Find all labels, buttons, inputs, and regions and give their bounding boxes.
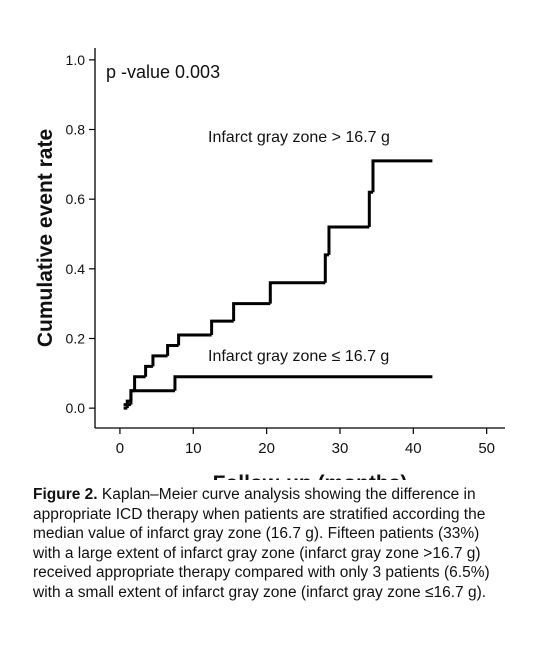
step-line bbox=[371, 159, 433, 193]
x-tick-label: 20 bbox=[258, 440, 275, 457]
step-line bbox=[323, 253, 329, 283]
series-label: Infarct gray zone > 16.7 g bbox=[208, 129, 390, 146]
y-tick-label: 0.2 bbox=[66, 330, 86, 346]
chart: p -value 0.003 Follow-up (months) Cumula… bbox=[34, 48, 505, 480]
step-line bbox=[268, 281, 326, 304]
y-tick-label: 0.0 bbox=[66, 400, 86, 416]
p-value: p -value 0.003 bbox=[106, 62, 220, 82]
caption-text: Kaplan–Meier curve analysis showing the … bbox=[33, 486, 490, 601]
caption-label: Figure 2. bbox=[33, 486, 98, 503]
step-line bbox=[151, 354, 168, 367]
step-line bbox=[327, 225, 370, 255]
y-tick-label: 0.4 bbox=[66, 261, 86, 277]
step-line bbox=[210, 319, 234, 336]
step-line bbox=[133, 375, 146, 391]
step-line bbox=[173, 375, 433, 391]
step-line bbox=[177, 333, 212, 346]
step-line bbox=[129, 389, 175, 405]
step-line bbox=[144, 364, 153, 377]
x-tick-label: 0 bbox=[116, 440, 124, 457]
y-tick-label: 0.6 bbox=[66, 191, 86, 207]
series-label: Infarct gray zone ≤ 16.7 g bbox=[208, 348, 389, 365]
x-tick-label: 40 bbox=[405, 440, 422, 457]
step-line bbox=[367, 190, 373, 228]
x-axis-title: Follow-up (months) bbox=[213, 472, 408, 480]
caption: Figure 2. Kaplan–Meier curve analysis sh… bbox=[33, 485, 511, 602]
y-tick-label: 0.8 bbox=[66, 122, 86, 138]
step-line bbox=[232, 302, 271, 322]
x-tick-label: 50 bbox=[478, 440, 495, 457]
x-tick-label: 10 bbox=[185, 440, 202, 457]
y-tick-label: 1.0 bbox=[66, 52, 86, 68]
y-axis-title: Cumulative event rate bbox=[34, 129, 57, 347]
x-tick-label: 30 bbox=[332, 440, 349, 457]
step-line bbox=[166, 343, 179, 356]
